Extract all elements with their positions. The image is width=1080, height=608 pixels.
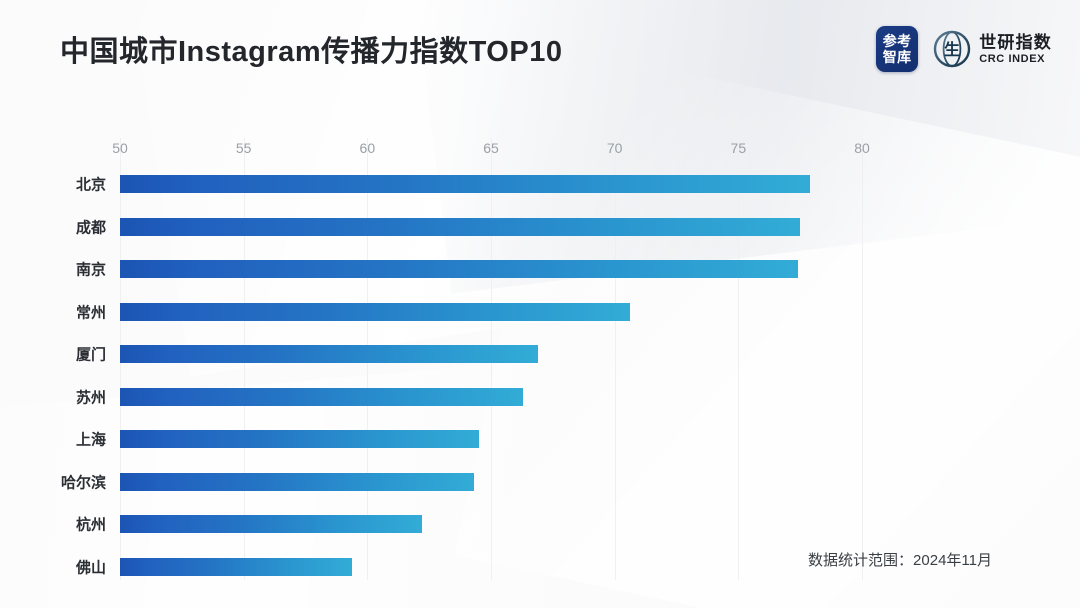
bar	[120, 430, 479, 448]
y-axis-category-label: 苏州	[75, 389, 106, 406]
y-axis-category-label: 杭州	[75, 516, 106, 534]
gridline	[614, 138, 616, 580]
header: 中国城市Instagram传播力指数TOP10 参考 智库	[0, 0, 1080, 88]
plot-area: 50 55 60 65 70 75 80 北京成都南京常州厦门苏州上海哈尔滨杭州佛山	[61, 108, 870, 588]
svg-text:生: 生	[944, 40, 960, 59]
bar	[120, 260, 798, 278]
page-title: 中国城市Instagram传播力指数TOP10	[60, 36, 563, 68]
y-axis-category-label: 南京	[75, 261, 106, 279]
crc-name-en: CRC INDEX	[979, 52, 1046, 65]
y-axis-category-label: 佛山	[75, 559, 106, 576]
y-axis-category-label: 上海	[75, 431, 106, 449]
y-axis-category-label: 常州	[75, 304, 106, 321]
cankao-zhiku-logo: 参考 智库	[876, 26, 919, 72]
x-axis-tick-label: 80	[854, 140, 870, 156]
logo-line-2: 智库	[882, 48, 912, 65]
bar	[120, 472, 474, 491]
bar	[120, 345, 538, 363]
crc-name-cn: 世研指数	[979, 32, 1052, 52]
x-axis-tick-label: 50	[112, 140, 128, 156]
bar	[120, 217, 801, 236]
y-axis-category-label: 北京	[75, 176, 106, 194]
x-axis-tick-label: 55	[235, 140, 252, 156]
y-axis-category-label: 成都	[75, 219, 106, 236]
x-axis-tick-label: 60	[359, 140, 376, 156]
bar	[120, 302, 630, 321]
bar	[120, 557, 353, 576]
data-range-footnote: 数据统计范围：2024年11月	[808, 552, 992, 569]
brand-group: 参考 智库	[876, 26, 1052, 72]
x-axis-tick-label: 75	[730, 140, 747, 156]
gridline	[738, 138, 740, 580]
globe-icon: 生	[932, 29, 972, 69]
bar-chart: 50 55 60 65 70 75 80 北京成都南京常州厦门苏州上海哈尔滨杭州佛山 数据统计…	[0, 88, 1080, 608]
bar	[120, 175, 811, 193]
bar	[120, 387, 524, 406]
bar	[120, 515, 422, 533]
y-axis-category-label: 哈尔滨	[60, 474, 106, 491]
crc-text: 世研指数 CRC INDEX	[979, 34, 1052, 65]
gridline	[862, 138, 863, 580]
crc-index-logo: 生 世研指数 CRC INDEX	[932, 29, 1052, 69]
y-axis-category-label: 厦门	[75, 346, 106, 364]
x-axis-tick-label: 70	[606, 140, 623, 156]
logo-line-1: 参考	[882, 32, 912, 49]
x-axis-tick-label: 65	[483, 140, 499, 156]
